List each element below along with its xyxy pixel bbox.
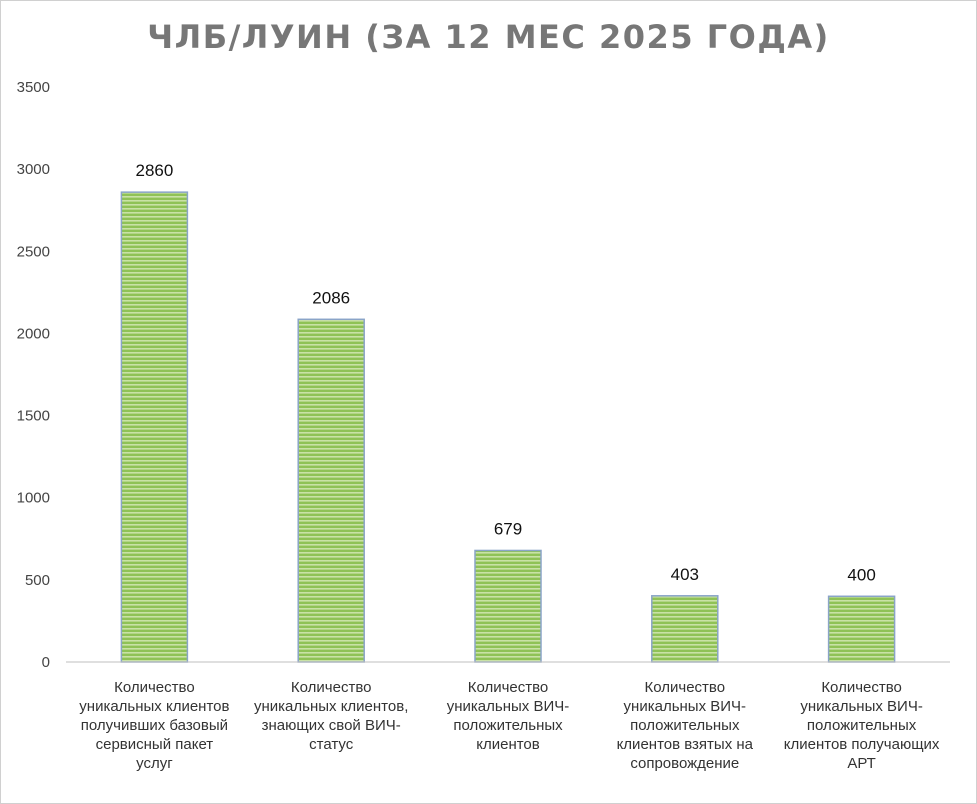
x-category-label: Количество уникальных ВИЧ-положительных … xyxy=(616,679,753,772)
x-category-label: Количество уникальных ВИЧ-положительных … xyxy=(783,679,940,772)
bar xyxy=(474,549,542,663)
x-category-label: Количество уникальных клиентов получивши… xyxy=(79,679,230,772)
bar xyxy=(651,595,719,663)
y-tick-label: 0 xyxy=(42,654,50,671)
x-category-label: Количество уникальных ВИЧ-положительных … xyxy=(446,679,570,753)
data-label: 400 xyxy=(847,565,875,584)
y-tick-label: 1000 xyxy=(17,490,50,507)
data-label: 679 xyxy=(494,519,522,538)
data-label: 2086 xyxy=(312,288,350,307)
data-label: 403 xyxy=(671,565,699,584)
y-tick-label: 500 xyxy=(25,572,50,589)
x-category-label: Количество уникальных клиентов, знающих … xyxy=(254,679,409,753)
chart-title: ЧЛБ/ЛУИН (ЗА 12 МЕС 2025 ГОДА) xyxy=(147,18,830,56)
y-tick-label: 2000 xyxy=(17,325,50,342)
bar xyxy=(120,191,189,663)
bar xyxy=(297,318,365,663)
y-tick-label: 1500 xyxy=(17,408,50,425)
data-label: 2860 xyxy=(135,161,173,180)
y-tick-label: 3500 xyxy=(17,79,50,96)
y-tick-label: 3000 xyxy=(17,161,50,178)
y-tick-label: 2500 xyxy=(17,243,50,260)
bar xyxy=(827,595,896,663)
